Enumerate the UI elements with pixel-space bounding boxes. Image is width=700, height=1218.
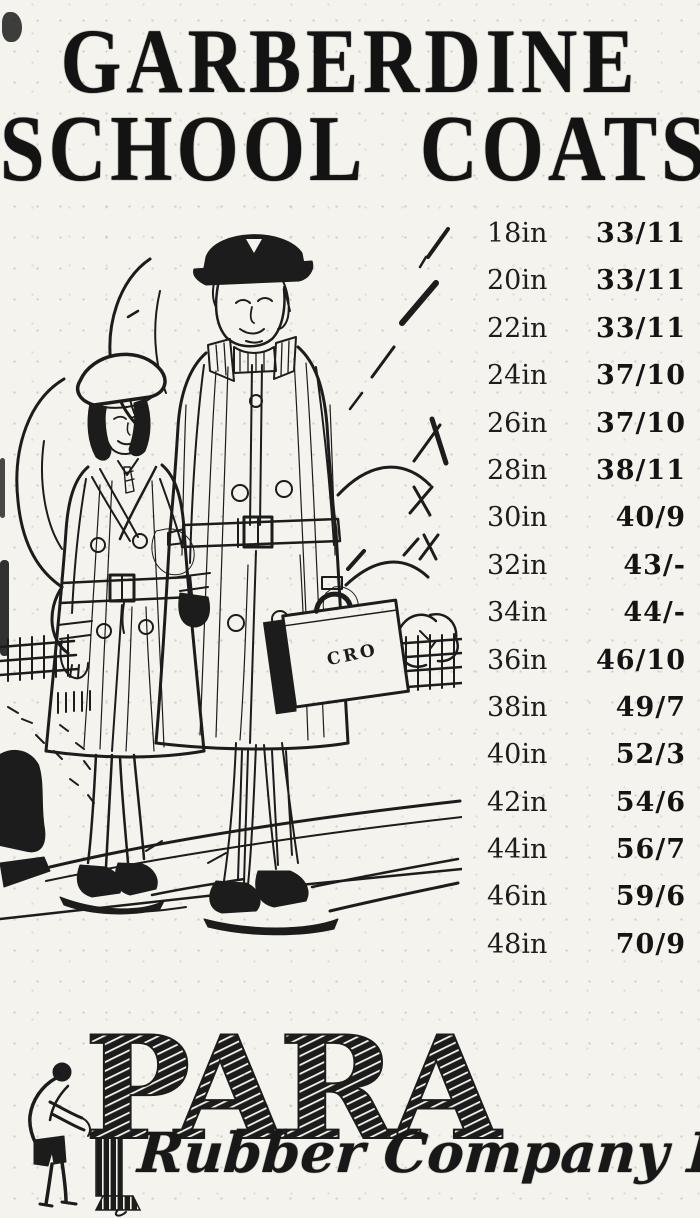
- price-row: 46in 59/6: [455, 881, 694, 912]
- size-label: 20in: [487, 265, 548, 297]
- size-label: 48in: [487, 928, 548, 960]
- price-value: 54/6: [615, 786, 686, 818]
- size-label: 30in: [487, 502, 548, 534]
- boy-head: [193, 234, 314, 382]
- price-row: 44in 56/7: [455, 834, 694, 865]
- price-row: 26in 37/10: [455, 408, 694, 439]
- price-value: 33/11: [595, 265, 686, 297]
- size-label: 42in: [487, 786, 548, 818]
- price-value: 56/7: [615, 834, 686, 866]
- scan-artifact: [2, 12, 22, 42]
- size-label: 32in: [487, 549, 548, 581]
- size-label: 24in: [487, 360, 548, 392]
- bush-right: [396, 612, 459, 668]
- hedge-left: [0, 690, 95, 853]
- price-value: 33/11: [595, 312, 686, 344]
- boy-legs: [209, 742, 309, 914]
- price-value: 46/10: [595, 644, 686, 676]
- price-value: 52/3: [615, 739, 686, 771]
- price-value: 37/10: [595, 360, 686, 392]
- company-name: Rubber Company Ltd.: [135, 1120, 700, 1185]
- girl-legs: [76, 753, 158, 898]
- scan-artifact: [0, 458, 5, 518]
- size-label: 28in: [487, 454, 548, 486]
- price-value: 70/9: [615, 928, 686, 960]
- girl-muff: [151, 528, 195, 576]
- foot-shadows: [59, 896, 339, 936]
- price-row: 40in 52/3: [455, 739, 694, 770]
- price-value: 40/9: [615, 502, 686, 534]
- satchel: CRO: [263, 591, 410, 715]
- headline-line-2: SCHOOL COATS: [0, 97, 700, 202]
- price-value: 37/10: [595, 407, 686, 439]
- girl-head: [75, 352, 167, 494]
- rain-strokes: [348, 227, 450, 466]
- price-row: 48in 70/9: [455, 929, 694, 960]
- size-label: 18in: [487, 218, 548, 249]
- price-row: 28in 38/11: [455, 455, 694, 486]
- cap-badge-icon: [246, 239, 262, 253]
- size-label: 40in: [487, 739, 548, 771]
- brand-wordmark: PARA: [84, 1006, 503, 1172]
- price-row: 20in 33/11: [455, 265, 694, 296]
- rubber-tapper-icon: [28, 1062, 91, 1208]
- price-list: 18in 33/11 20in 33/11 22in 33/11 24in 37/10 …: [455, 218, 694, 960]
- price-row: 22in 33/11: [455, 313, 694, 344]
- price-row: 42in 54/6: [455, 787, 694, 818]
- price-value: 59/6: [615, 881, 686, 913]
- size-label: 36in: [487, 644, 548, 676]
- price-row: 18in 33/11: [455, 218, 694, 249]
- price-row: 32in 43/-: [455, 550, 694, 581]
- background-tree-blob: [15, 257, 167, 655]
- para-logo: PARA: [28, 1005, 510, 1217]
- price-value: 43/-: [623, 549, 686, 581]
- price-row: 36in 46/10: [455, 645, 694, 676]
- price-row: 34in 44/-: [455, 597, 694, 628]
- price-row: 24in 37/10: [455, 360, 694, 391]
- price-value: 38/11: [595, 454, 686, 486]
- headline-line-1: GARBERDINE: [60, 9, 640, 112]
- size-label: 44in: [487, 834, 548, 866]
- price-value: 44/-: [623, 597, 686, 629]
- background-branches: [336, 465, 440, 587]
- size-label: 38in: [487, 691, 548, 723]
- size-label: 46in: [487, 881, 548, 913]
- size-label: 34in: [487, 597, 548, 629]
- price-value: 49/7: [615, 691, 686, 723]
- size-label: 26in: [487, 407, 548, 439]
- boy-figure: [154, 234, 359, 914]
- price-row: 30in 40/9: [455, 502, 694, 533]
- price-value: 33/11: [595, 218, 686, 249]
- scan-artifact: [0, 560, 9, 656]
- size-label: 22in: [487, 312, 548, 344]
- tree-trunk: [94, 1129, 142, 1217]
- illustration-children-in-school-coats: CRO: [0, 227, 462, 936]
- price-row: 38in 49/7: [455, 692, 694, 723]
- girl-figure: [44, 352, 206, 898]
- picket-fence-left: [0, 634, 80, 682]
- kerb-sweeps: [125, 857, 460, 913]
